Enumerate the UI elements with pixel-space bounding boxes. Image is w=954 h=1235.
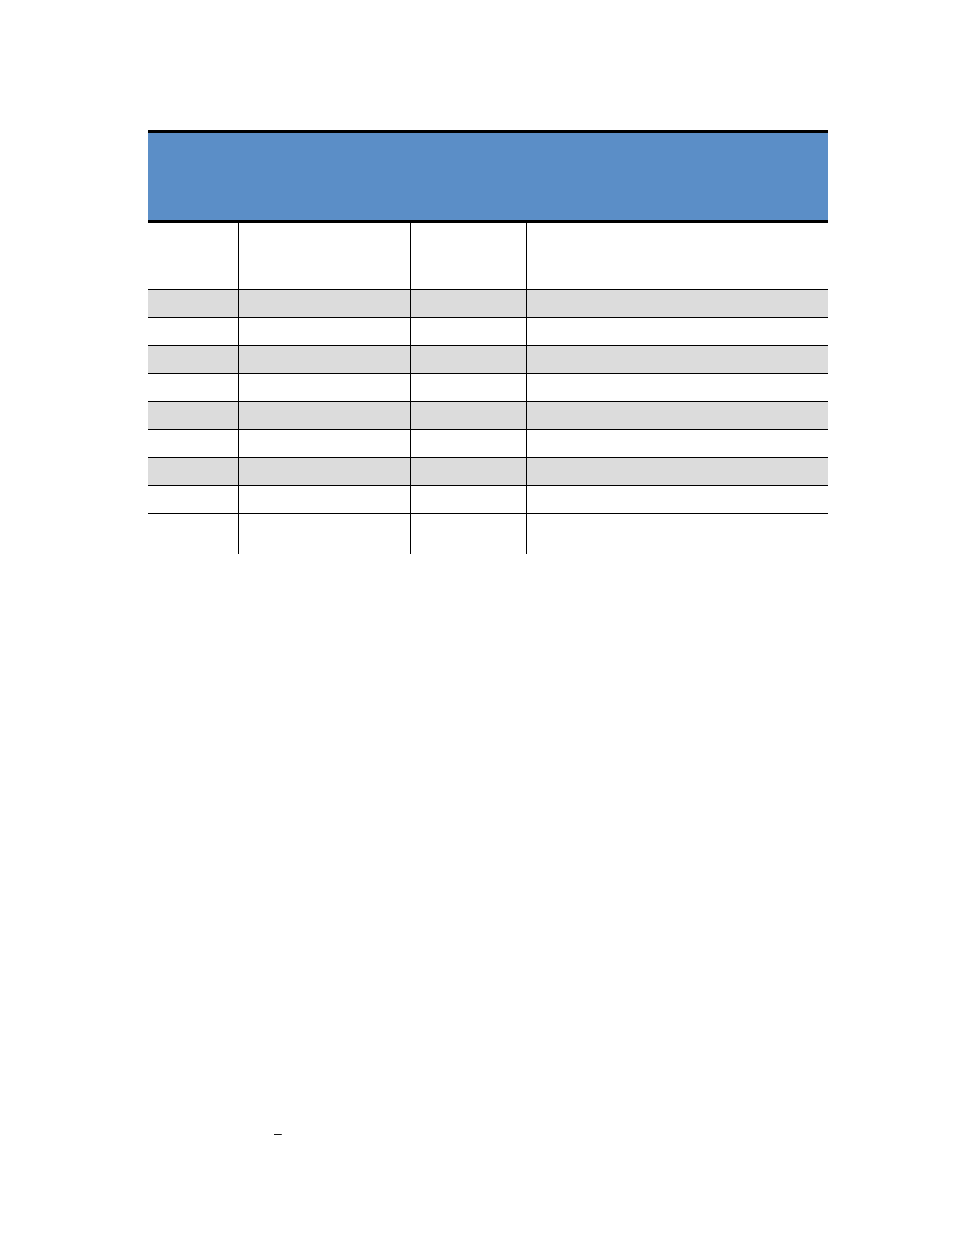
cell bbox=[526, 514, 828, 554]
cell bbox=[526, 262, 828, 290]
table-row bbox=[148, 290, 828, 318]
header-cell-2 bbox=[410, 132, 526, 222]
cell bbox=[148, 262, 238, 290]
table-row bbox=[148, 514, 828, 554]
cell bbox=[410, 262, 526, 290]
data-table bbox=[148, 130, 828, 554]
cell bbox=[410, 346, 526, 374]
cell bbox=[410, 458, 526, 486]
cell bbox=[148, 290, 238, 318]
cell bbox=[148, 430, 238, 458]
cell bbox=[526, 458, 828, 486]
cell bbox=[148, 486, 238, 514]
cell bbox=[238, 430, 410, 458]
table-row bbox=[148, 486, 828, 514]
cell bbox=[238, 402, 410, 430]
cell bbox=[526, 346, 828, 374]
cell bbox=[410, 290, 526, 318]
cell bbox=[148, 374, 238, 402]
table-body bbox=[148, 222, 828, 554]
table-row bbox=[148, 430, 828, 458]
cell bbox=[238, 374, 410, 402]
cell bbox=[410, 514, 526, 554]
cell bbox=[238, 318, 410, 346]
cell bbox=[238, 262, 410, 290]
cell bbox=[238, 458, 410, 486]
cell bbox=[526, 486, 828, 514]
cell bbox=[238, 486, 410, 514]
cell bbox=[148, 346, 238, 374]
cell bbox=[410, 486, 526, 514]
dash-mark: – bbox=[274, 1125, 282, 1141]
cell bbox=[410, 374, 526, 402]
table-row bbox=[148, 374, 828, 402]
cell bbox=[148, 514, 238, 554]
table-row bbox=[148, 458, 828, 486]
header-cell-1 bbox=[238, 132, 410, 222]
table-row bbox=[148, 222, 828, 262]
cell bbox=[148, 318, 238, 346]
table-header-row bbox=[148, 132, 828, 222]
cell bbox=[238, 290, 410, 318]
cell bbox=[410, 222, 526, 262]
cell bbox=[238, 222, 410, 262]
cell bbox=[410, 402, 526, 430]
cell bbox=[148, 222, 238, 262]
cell bbox=[148, 458, 238, 486]
header-cell-3 bbox=[526, 132, 828, 222]
table-row bbox=[148, 402, 828, 430]
table-row bbox=[148, 318, 828, 346]
cell bbox=[526, 402, 828, 430]
table-row bbox=[148, 262, 828, 290]
header-cell-0 bbox=[148, 132, 238, 222]
cell bbox=[238, 514, 410, 554]
cell bbox=[410, 430, 526, 458]
cell bbox=[238, 346, 410, 374]
cell bbox=[526, 222, 828, 262]
cell bbox=[526, 318, 828, 346]
cell bbox=[148, 402, 238, 430]
cell bbox=[410, 318, 526, 346]
table-row bbox=[148, 346, 828, 374]
cell bbox=[526, 374, 828, 402]
cell bbox=[526, 290, 828, 318]
cell bbox=[526, 430, 828, 458]
